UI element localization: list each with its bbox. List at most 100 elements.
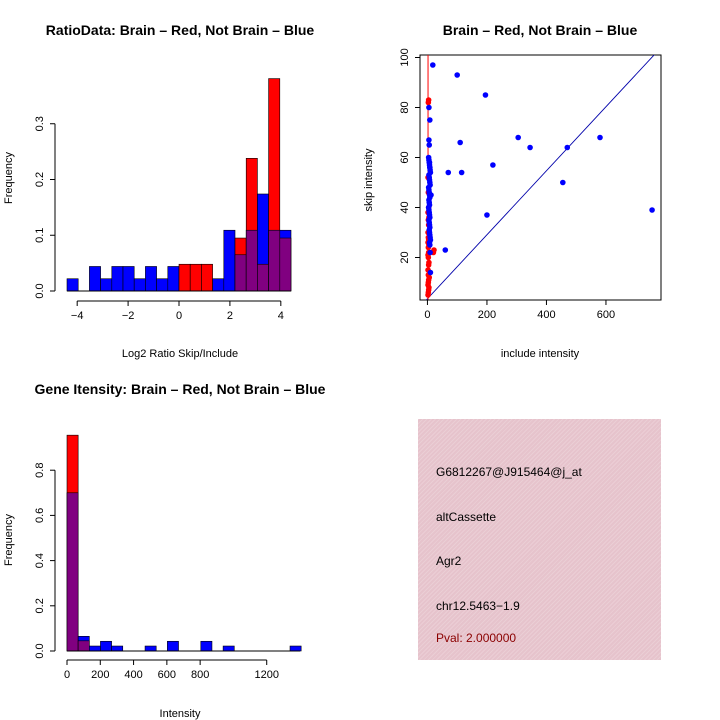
intensity-scatter-ylabel: skip intensity (363, 148, 375, 211)
hist3-bar-4 (111, 645, 124, 652)
gene-intensity-ylabel: Frequency (3, 514, 15, 566)
hist1-bar-13 (212, 278, 225, 292)
gene-name: Agr2 (436, 554, 462, 568)
chart1-y-tick-label-3: 0.3 (34, 116, 46, 131)
hist1-bar-7 (145, 266, 157, 292)
chart3-y-tick-label-0: 0.0 (34, 643, 46, 658)
chart2-y-tick-label-3: 80 (399, 101, 411, 113)
hist1-bar-12 (201, 263, 213, 292)
not-brain-point-3 (426, 104, 432, 111)
hist1-bar-0 (66, 278, 79, 292)
hist3-bar-9 (167, 640, 179, 652)
not-brain-point-0 (429, 62, 436, 68)
not-brain-point-11 (515, 134, 521, 141)
chart3-y-tick-label-2: 0.4 (34, 553, 46, 568)
chromosome-location: chr12.5463−1.9 (436, 599, 520, 613)
brain-point-31 (425, 97, 432, 103)
hist1-bar-6 (133, 278, 146, 292)
chart1-y-tick-label-1: 0.1 (34, 228, 46, 243)
not-brain-point-18 (426, 142, 433, 148)
chart1-x-tick-label-1: −2 (122, 310, 135, 322)
ratio-histogram-xlabel: Log2 Ratio Skip/Include (122, 348, 238, 360)
ratio-histogram-title: RatioData: Brain – Red, Not Brain – Blue (46, 22, 315, 38)
chart1-y-tick-label-2: 0.2 (34, 172, 46, 187)
event-type: altCassette (436, 510, 497, 524)
hist1-overlap-bar-17 (257, 263, 269, 292)
intensity-scatter: Brain – Red, Not Brain – Blue include in… (363, 22, 662, 360)
hist3-bar-14 (222, 645, 235, 652)
chart3-x-tick-label-0: 0 (64, 669, 70, 681)
chart3-y-tick-label-3: 0.6 (34, 508, 46, 523)
chart2-y-tick-label-1: 40 (399, 201, 411, 213)
chart1-x-tick-label-4: 4 (278, 310, 284, 322)
not-brain-point-10 (490, 162, 496, 168)
hist3-bar-2 (89, 645, 101, 652)
intensity-scatter-xlabel: include intensity (501, 348, 580, 360)
not-brain-point-4 (427, 117, 433, 123)
chart3-x-tick-label-2: 400 (124, 669, 142, 681)
hist1-bar-5 (122, 266, 135, 292)
intensity-scatter-title: Brain – Red, Not Brain – Blue (443, 22, 638, 38)
hist1-bar-2 (89, 266, 101, 292)
chart3-y-tick-label-1: 0.2 (34, 598, 46, 613)
chart2-x-tick-label-2: 400 (537, 309, 555, 321)
not-brain-point-1 (454, 72, 460, 78)
not-brain-point-13 (564, 144, 571, 151)
not-brain-point-2 (482, 92, 489, 98)
hist3-bar-20 (289, 645, 302, 652)
not-brain-point-12 (527, 144, 533, 151)
not-brain-point-56 (427, 242, 433, 248)
not-brain-point-58 (427, 269, 434, 276)
ratio-histogram: RatioData: Brain – Red, Not Brain – Blue… (3, 22, 314, 360)
hist1-overlap-bar-19 (279, 237, 292, 292)
not-brain-point-14 (560, 179, 566, 186)
gene-intensity-histogram: Gene Itensity: Brain – Red, Not Brain – … (3, 381, 326, 720)
hist1-bar-11 (189, 263, 202, 292)
hist1-bar-9 (167, 266, 180, 292)
chart2-y-tick-label-0: 20 (399, 251, 411, 263)
chart3-x-tick-label-5: 1200 (254, 669, 278, 681)
hist1-bar-4 (111, 266, 124, 292)
hist1-overlap-bar-16 (245, 229, 258, 292)
hist3-overlap-bar-1 (77, 640, 90, 652)
chart2-x-tick-label-3: 600 (597, 309, 615, 321)
hist3-bar-3 (100, 640, 112, 652)
probe-id: G6812267@J915464@j_at (436, 465, 582, 479)
not-brain-point-6 (445, 169, 452, 176)
chart2-x-tick-label-1: 200 (478, 309, 496, 321)
scatter-reference-line (425, 55, 655, 300)
hist1-bar-10 (178, 263, 191, 292)
p-value: Pval: 2.000000 (436, 631, 517, 645)
chart3-y-tick-label-4: 0.8 (34, 463, 46, 478)
not-brain-point-15 (597, 134, 603, 141)
brain-point-11 (426, 259, 432, 266)
hist1-bar-8 (156, 278, 169, 292)
not-brain-point-57 (427, 249, 433, 256)
not-brain-point-7 (442, 247, 449, 253)
gene-intensity-title: Gene Itensity: Brain – Red, Not Brain – … (35, 381, 326, 397)
chart3-x-tick-label-4: 800 (191, 669, 209, 681)
not-brain-point-17 (426, 137, 432, 143)
hist1-overlap-bar-15 (234, 254, 247, 292)
chart2-x-tick-label-0: 0 (424, 309, 430, 321)
chart1-x-tick-label-3: 2 (227, 310, 233, 322)
not-brain-point-16 (649, 207, 655, 213)
hist3-bar-12 (200, 640, 213, 652)
chart1-x-tick-label-0: −4 (71, 310, 84, 322)
chart1-y-tick-label-0: 0.0 (34, 283, 46, 298)
hist3-overlap-bar-0 (66, 492, 79, 652)
probe-info-panel: G6812267@J915464@j_at altCassette Agr2 c… (418, 419, 661, 660)
chart2-y-tick-label-4: 100 (399, 48, 411, 66)
chart2-y-tick-label-2: 60 (399, 151, 411, 163)
gene-intensity-xlabel: Intensity (160, 708, 201, 720)
hist1-overlap-bar-18 (268, 229, 281, 292)
ratio-histogram-ylabel: Frequency (3, 152, 15, 204)
hist1-bar-14 (223, 229, 236, 292)
hist1-bar-3 (100, 278, 113, 292)
chart1-x-tick-label-2: 0 (176, 310, 182, 322)
chart3-x-tick-label-3: 600 (158, 669, 176, 681)
hist3-bar-7 (144, 645, 157, 652)
not-brain-point-9 (484, 212, 490, 218)
not-brain-point-5 (457, 139, 463, 146)
